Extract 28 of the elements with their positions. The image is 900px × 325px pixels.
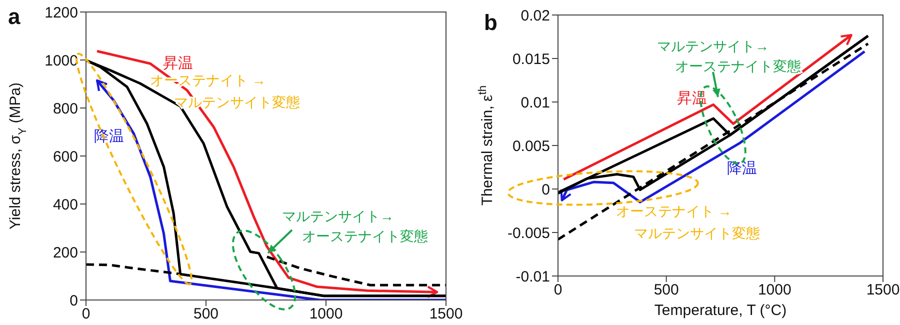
series-label: 昇温 [163,55,193,72]
x-tick-label: 0 [82,306,90,323]
y-tick-label: 0 [542,181,550,198]
x-tick-label: 1500 [429,306,463,323]
chart-title: b [484,10,498,35]
y-tick-label: -0.005 [507,224,550,242]
y-tick-label: 400 [52,196,78,214]
y-tick-label: 800 [52,100,78,118]
chart-title: a [8,4,21,29]
series-label: 昇温 [677,90,707,107]
annotation: マルテンサイト→ オーステナイト変態 [282,208,428,244]
y-tick-label: 0.005 [512,138,550,155]
x-axis-title: Temperature, T (°C) [654,302,787,319]
x-tick-label: 1000 [758,282,792,299]
x-tick-label: 500 [193,306,219,323]
y-tick-label: 0.01 [520,94,550,112]
y-tick-label: 0.02 [520,7,550,24]
x-tick-label: 1500 [866,282,900,299]
y-tick-label: 0.015 [512,50,550,68]
x-tick-label: 0 [554,282,562,299]
y-tick-label: 600 [52,148,78,166]
y-tick-label: 200 [52,244,78,262]
y-tick-label: 1200 [44,4,78,22]
x-tick-label: 1000 [309,306,343,323]
x-tick-label: 500 [654,282,679,299]
y-tick-label: -0.01 [516,268,550,286]
annotation: マルテンサイト→ オーステナイト変態 [657,38,801,74]
annotation: オーステナイト → マルテンサイト変態 [616,203,760,241]
